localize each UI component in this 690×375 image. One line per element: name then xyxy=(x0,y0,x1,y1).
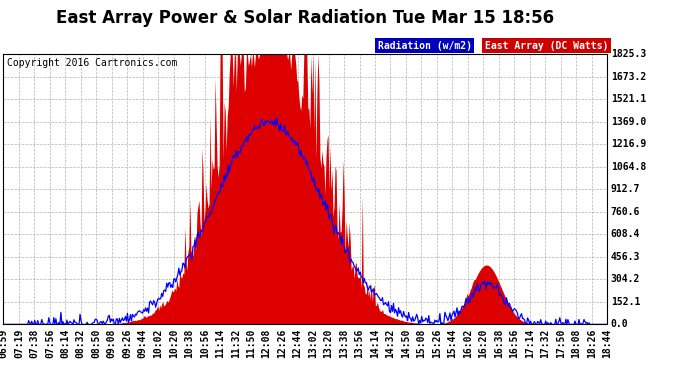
Text: 16:56: 16:56 xyxy=(509,328,520,357)
Text: 08:14: 08:14 xyxy=(60,328,70,357)
Text: 13:02: 13:02 xyxy=(308,328,318,357)
Text: 152.1: 152.1 xyxy=(611,297,640,307)
Text: 14:32: 14:32 xyxy=(386,328,395,357)
Text: 1673.2: 1673.2 xyxy=(611,72,646,82)
Text: 1369.0: 1369.0 xyxy=(611,117,646,127)
Text: 08:32: 08:32 xyxy=(76,328,86,357)
Text: 14:50: 14:50 xyxy=(401,328,411,357)
Text: 17:50: 17:50 xyxy=(555,328,566,357)
Text: 13:20: 13:20 xyxy=(324,328,333,357)
Text: 16:02: 16:02 xyxy=(463,328,473,357)
Text: 1825.3: 1825.3 xyxy=(611,50,646,59)
Text: 16:38: 16:38 xyxy=(494,328,504,357)
Text: 304.2: 304.2 xyxy=(611,274,640,284)
Text: 1216.9: 1216.9 xyxy=(611,140,646,149)
Text: 12:44: 12:44 xyxy=(293,328,303,357)
Text: 1521.1: 1521.1 xyxy=(611,94,646,104)
Text: 13:56: 13:56 xyxy=(355,328,364,357)
Text: 17:14: 17:14 xyxy=(525,328,535,357)
Text: 08:50: 08:50 xyxy=(91,328,101,357)
Text: 09:44: 09:44 xyxy=(138,328,148,357)
Text: 912.7: 912.7 xyxy=(611,184,640,194)
Text: 07:56: 07:56 xyxy=(45,328,55,357)
Text: 10:56: 10:56 xyxy=(199,328,210,357)
Text: 14:14: 14:14 xyxy=(370,328,380,357)
Text: East Array Power & Solar Radiation Tue Mar 15 18:56: East Array Power & Solar Radiation Tue M… xyxy=(57,9,554,27)
Text: East Array (DC Watts): East Array (DC Watts) xyxy=(484,40,608,51)
Text: 09:26: 09:26 xyxy=(122,328,132,357)
Text: 18:08: 18:08 xyxy=(571,328,581,357)
Text: 11:14: 11:14 xyxy=(215,328,225,357)
Text: 16:20: 16:20 xyxy=(478,328,489,357)
Text: 456.3: 456.3 xyxy=(611,252,640,262)
Text: 18:26: 18:26 xyxy=(586,328,597,357)
Text: 760.6: 760.6 xyxy=(611,207,640,217)
Text: 07:38: 07:38 xyxy=(30,328,39,357)
Text: 10:38: 10:38 xyxy=(184,328,194,357)
Text: 11:32: 11:32 xyxy=(230,328,241,357)
Text: 09:08: 09:08 xyxy=(107,328,117,357)
Text: 15:44: 15:44 xyxy=(447,328,457,357)
Text: 10:02: 10:02 xyxy=(153,328,164,357)
Text: 15:26: 15:26 xyxy=(432,328,442,357)
Text: 1064.8: 1064.8 xyxy=(611,162,646,172)
Text: 06:59: 06:59 xyxy=(0,328,8,357)
Text: 12:08: 12:08 xyxy=(262,328,272,357)
Text: 18:44: 18:44 xyxy=(602,328,612,357)
Text: 11:50: 11:50 xyxy=(246,328,256,357)
Text: 0.0: 0.0 xyxy=(611,320,629,329)
Text: 10:20: 10:20 xyxy=(169,328,179,357)
Text: 12:26: 12:26 xyxy=(277,328,287,357)
Text: 13:38: 13:38 xyxy=(339,328,349,357)
Text: Radiation (w/m2): Radiation (w/m2) xyxy=(378,40,472,51)
Text: 608.4: 608.4 xyxy=(611,230,640,239)
Text: 15:08: 15:08 xyxy=(417,328,426,357)
Text: 07:19: 07:19 xyxy=(14,328,24,357)
Text: Copyright 2016 Cartronics.com: Copyright 2016 Cartronics.com xyxy=(7,58,177,68)
Text: 17:32: 17:32 xyxy=(540,328,551,357)
